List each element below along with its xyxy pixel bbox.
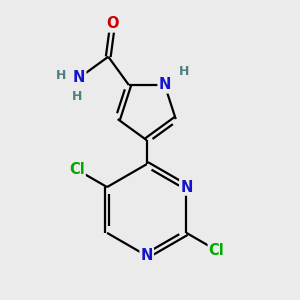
Text: N: N [180,180,193,195]
Text: H: H [56,69,66,82]
Text: H: H [72,90,82,103]
Text: Cl: Cl [209,243,224,258]
Text: O: O [106,16,119,32]
Text: H: H [179,65,190,78]
Text: N: N [73,70,85,86]
Text: N: N [140,248,153,263]
Text: N: N [158,77,171,92]
Text: Cl: Cl [69,162,85,177]
